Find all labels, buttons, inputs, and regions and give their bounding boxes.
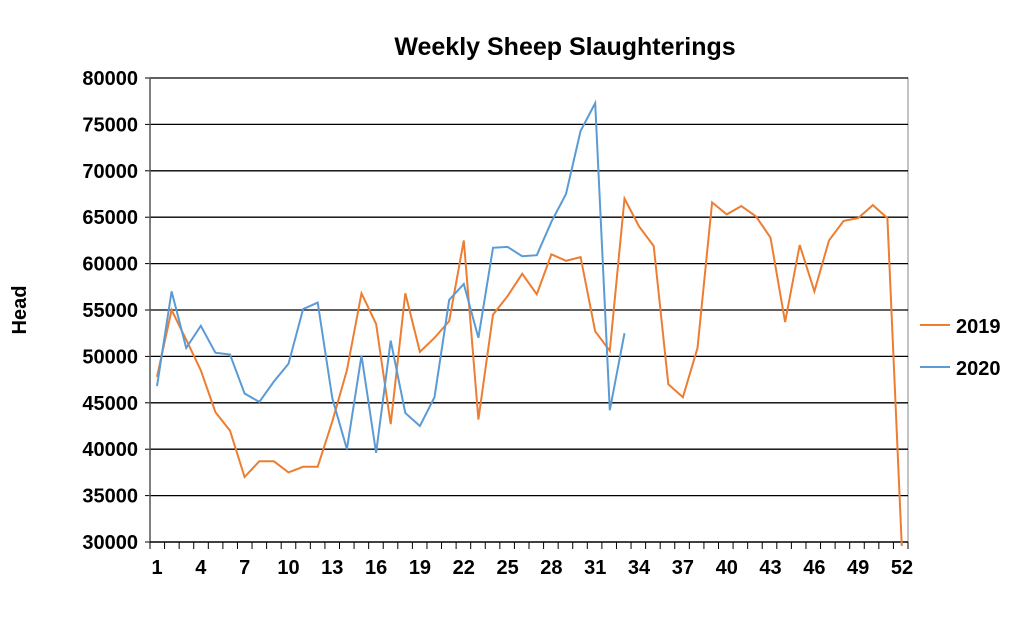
x-tick-label: 46: [803, 557, 825, 579]
y-tick-label: 35000: [82, 486, 138, 508]
x-tick-label: 1: [151, 557, 162, 579]
x-tick-label: 7: [239, 557, 250, 579]
x-tick-label: 19: [409, 557, 431, 579]
y-axis-label: Head: [9, 286, 31, 335]
y-tick-label: 65000: [82, 207, 138, 229]
x-tick-label: 28: [540, 557, 562, 579]
x-tick-label: 4: [195, 557, 207, 579]
x-tick-label: 22: [453, 557, 475, 579]
x-tick-label: 16: [365, 557, 387, 579]
x-tick-label: 40: [716, 557, 738, 579]
x-tick-label: 43: [759, 557, 781, 579]
x-tick-label: 52: [891, 557, 913, 579]
y-tick-label: 80000: [82, 68, 138, 90]
y-tick-label: 45000: [82, 393, 138, 415]
x-tick-label: 49: [847, 557, 869, 579]
series-line-2019: [157, 199, 902, 552]
legend-label-2020: 2020: [956, 358, 1001, 380]
series-line-2020: [157, 103, 625, 453]
x-tick-label: 37: [672, 557, 694, 579]
y-tick-label: 60000: [82, 254, 138, 276]
y-tick-label: 75000: [82, 114, 138, 136]
y-tick-label: 40000: [82, 439, 138, 461]
y-tick-label: 50000: [82, 346, 138, 368]
legend-label-2019: 2019: [956, 316, 1001, 338]
x-tick-label: 13: [321, 557, 343, 579]
y-tick-label: 55000: [82, 300, 138, 322]
x-tick-label: 34: [628, 557, 651, 579]
y-tick-label: 70000: [82, 161, 138, 183]
y-tick-label: 30000: [82, 532, 138, 554]
x-tick-label: 31: [584, 557, 606, 579]
chart-title: Weekly Sheep Slaughterings: [394, 33, 735, 61]
x-tick-label: 25: [496, 557, 518, 579]
x-tick-label: 10: [277, 557, 299, 579]
